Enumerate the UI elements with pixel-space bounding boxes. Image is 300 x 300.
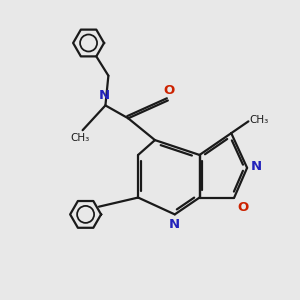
Text: CH₃: CH₃ [250, 116, 269, 125]
Text: O: O [237, 200, 248, 214]
Text: N: N [98, 89, 110, 102]
Text: CH₃: CH₃ [70, 133, 90, 143]
Text: N: N [251, 160, 262, 173]
Text: N: N [169, 218, 180, 231]
Text: O: O [164, 85, 175, 98]
